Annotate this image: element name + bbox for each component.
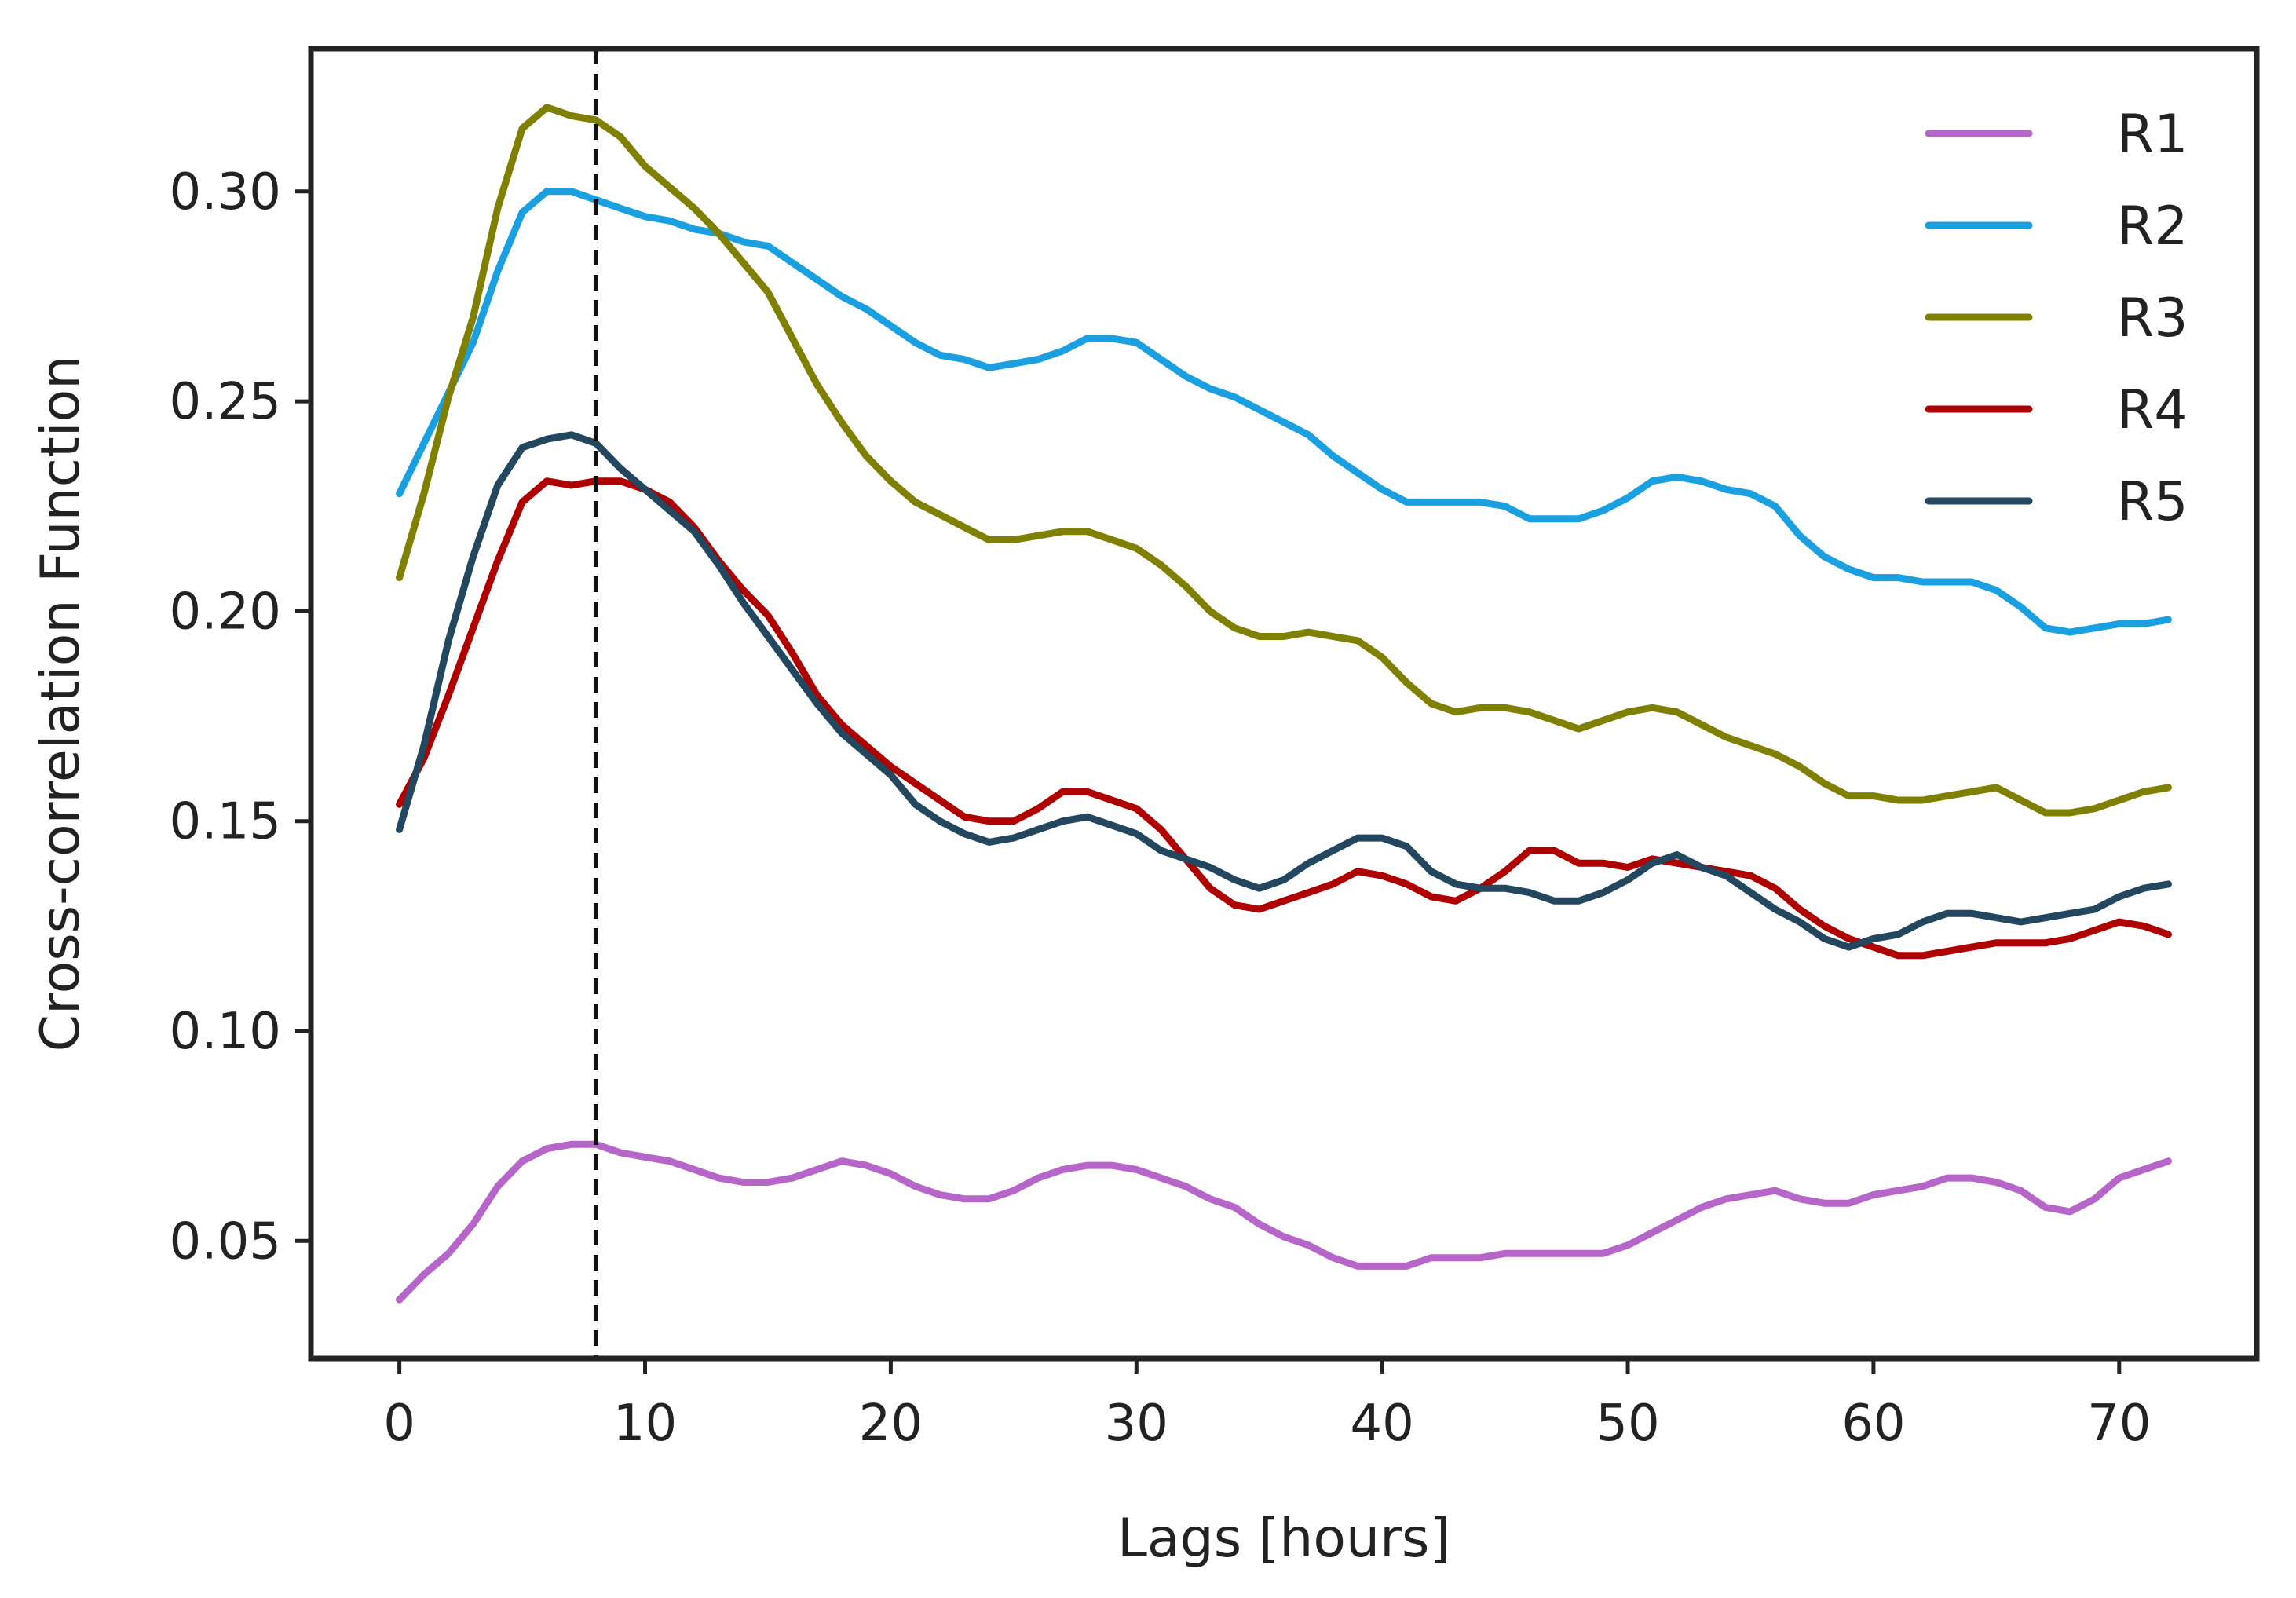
y-ticks: 0.05 0.10 0.15 0.20 0.25 0.30 xyxy=(170,163,311,1271)
legend: R1 R2 R3 R4 R5 xyxy=(1925,104,2188,533)
x-axis-label: Lags [hours] xyxy=(1117,1508,1450,1570)
x-tick-label: 60 xyxy=(1841,1395,1905,1453)
x-tick-label: 40 xyxy=(1350,1395,1413,1453)
y-axis-label: Cross-correlation Function xyxy=(30,356,92,1052)
series-line-r3 xyxy=(396,104,2172,817)
legend-label-r3: R3 xyxy=(2117,287,2188,349)
x-tick-label: 0 xyxy=(383,1395,415,1453)
y-tick-label: 0.25 xyxy=(170,373,282,431)
y-tick-label: 0.10 xyxy=(170,1003,282,1061)
legend-label-r5: R5 xyxy=(2117,471,2188,533)
x-tick-label: 30 xyxy=(1105,1395,1168,1453)
series-line-r5 xyxy=(396,431,2172,951)
legend-label-r2: R2 xyxy=(2117,196,2188,258)
plot-frame xyxy=(308,46,2260,1362)
y-tick-label: 0.20 xyxy=(170,583,282,641)
x-tick-label: 20 xyxy=(859,1395,923,1453)
plot-lines xyxy=(396,104,2172,1304)
x-tick-label: 70 xyxy=(2087,1395,2151,1453)
x-tick-label: 50 xyxy=(1596,1395,1659,1453)
x-tick-label: 10 xyxy=(613,1395,677,1453)
y-tick-label: 0.05 xyxy=(170,1212,282,1271)
series-line-r1 xyxy=(396,1140,2172,1304)
x-ticks: 0 10 20 30 40 50 60 70 xyxy=(383,1358,2152,1453)
legend-label-r4: R4 xyxy=(2117,379,2188,441)
y-tick-label: 0.30 xyxy=(170,163,282,221)
series-line-r2 xyxy=(396,188,2172,636)
y-tick-label: 0.15 xyxy=(170,793,282,851)
legend-label-r1: R1 xyxy=(2117,104,2188,166)
